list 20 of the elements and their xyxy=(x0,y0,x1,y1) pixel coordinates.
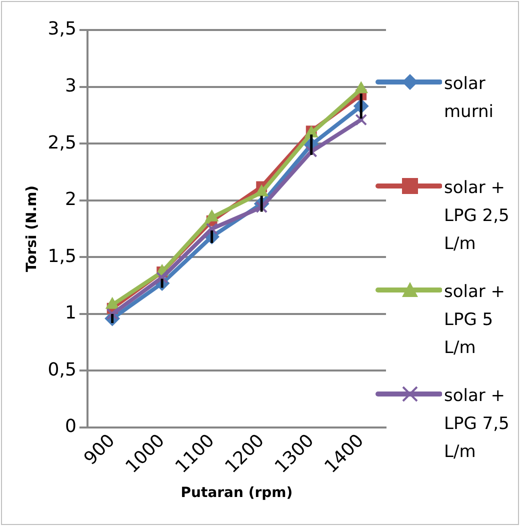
legend-label: solar + LPG 7,5 L/m xyxy=(444,385,510,464)
y-tick-label: 3 xyxy=(64,75,76,96)
y-tick-label: 1 xyxy=(64,302,76,324)
y-tick-label: 2,5 xyxy=(48,132,76,154)
x-tick-label: 900 xyxy=(80,430,120,470)
point xyxy=(355,114,368,126)
legend-label: solar + LPG 5 L/m xyxy=(444,281,506,360)
x-axis-title: Putaran (rpm) xyxy=(180,485,293,502)
y-tick-label: 1,5 xyxy=(48,246,76,267)
legend-label: solar murni xyxy=(444,73,495,124)
point xyxy=(156,272,168,284)
legend-label: solar + LPG 2,5 L/m xyxy=(444,177,510,256)
y-tick-label: 0 xyxy=(64,416,76,438)
y-axis-title: Torsi (N.m) xyxy=(24,185,40,272)
y-tick-label: 3,5 xyxy=(48,18,76,40)
y-tick-label: 0,5 xyxy=(48,359,76,380)
point xyxy=(106,308,118,320)
point xyxy=(206,222,218,235)
point xyxy=(305,146,318,158)
y-tick-label: 2 xyxy=(64,189,76,210)
